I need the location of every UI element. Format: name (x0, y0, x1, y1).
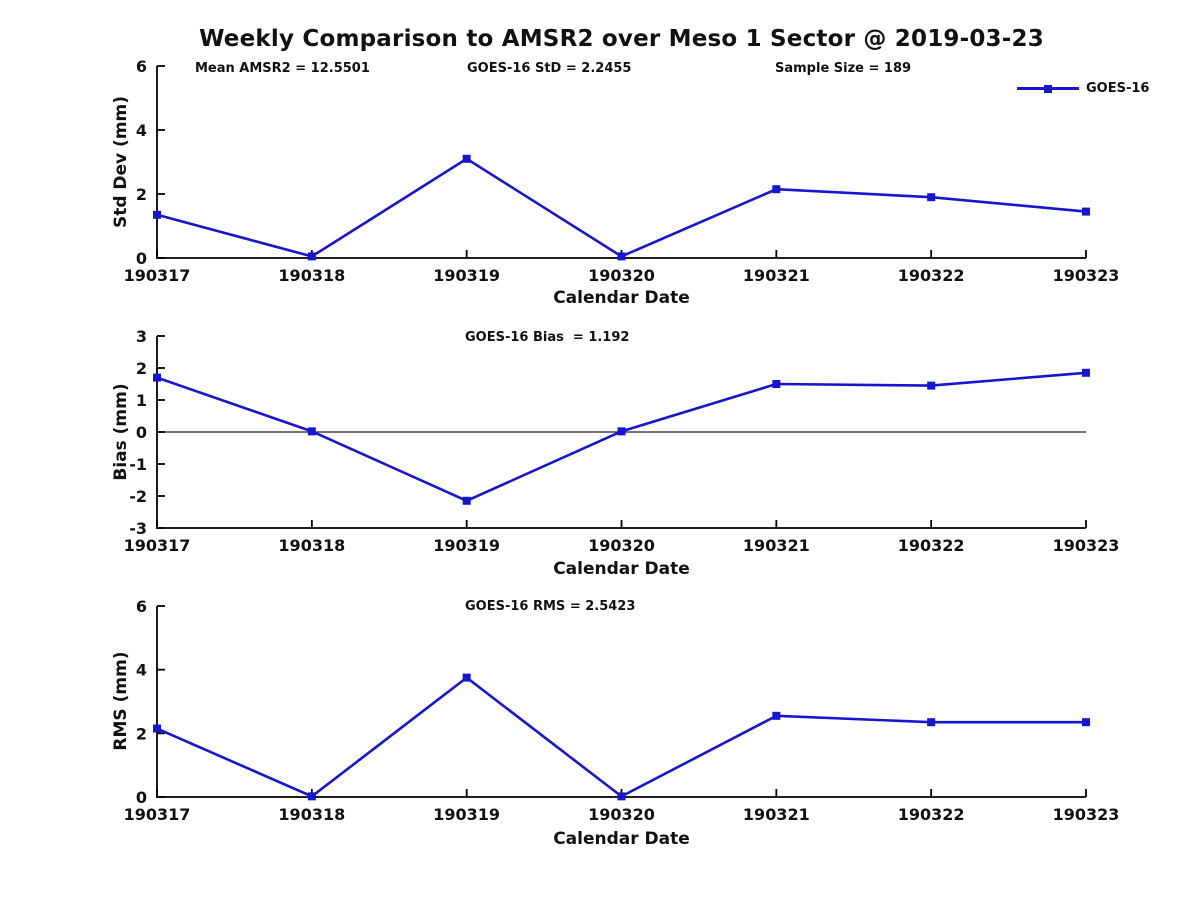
x-tick-label: 190319 (433, 266, 500, 285)
x-tick-label: 190319 (433, 805, 500, 824)
data-point-marker (772, 185, 781, 194)
x-tick-label: 190318 (278, 536, 345, 555)
x-tick-label: 190321 (743, 536, 810, 555)
legend-line-sample (1017, 84, 1079, 93)
y-tick-label: 6 (136, 57, 147, 76)
x-tick-label: 190321 (743, 805, 810, 824)
x-tick-label: 190320 (588, 266, 655, 285)
x-tick-label: 190317 (124, 805, 191, 824)
xlabel-bias: Calendar Date (553, 559, 690, 579)
annotation-goes16-rms: GOES-16 RMS = 2.5423 (465, 599, 636, 614)
data-point-marker (1082, 368, 1090, 377)
data-point-marker (153, 373, 161, 382)
axis-spines-rms (156, 606, 1086, 798)
data-point-marker (307, 427, 316, 436)
series-line-rms (156, 675, 1086, 798)
x-tick-label: 190321 (743, 266, 810, 285)
x-tick-label: 190318 (278, 266, 345, 285)
y-tick-label: 0 (136, 423, 147, 442)
y-tick-label: 1 (136, 391, 147, 410)
x-tick-label: 190320 (588, 536, 655, 555)
data-point-marker (1082, 718, 1090, 727)
x-tick-label: 190320 (588, 805, 655, 824)
x-tick-label: 190317 (124, 266, 191, 285)
y-tick-label: 4 (136, 661, 147, 680)
x-tick-label: 190323 (1053, 536, 1120, 555)
y-tick-label: 2 (136, 185, 147, 204)
annotation-goes16-std: GOES-16 StD = 2.2455 (467, 61, 632, 76)
y-tick-label: 4 (136, 121, 147, 140)
annotation-goes16-bias: GOES-16 Bias = 1.192 (465, 330, 630, 345)
data-point-marker (927, 718, 936, 727)
x-tick-label: 190323 (1053, 266, 1120, 285)
data-point-marker (307, 792, 316, 801)
series-line-stddev (156, 157, 1087, 258)
page-title: Weekly Comparison to AMSR2 over Meso 1 S… (199, 26, 1044, 52)
data-point-marker (462, 673, 471, 682)
y-tick-label: 6 (136, 597, 147, 616)
axis-spines-stddev (156, 66, 1086, 259)
ylabel-std-dev: Std Dev (mm) (111, 95, 131, 229)
legend-label: GOES-16 (1086, 81, 1150, 96)
xlabel-std-dev: Calendar Date (553, 288, 690, 308)
y-tick-label: 0 (136, 788, 147, 807)
x-tick-label: 190319 (433, 536, 500, 555)
data-point-marker (772, 711, 781, 720)
data-point-marker (772, 380, 781, 388)
ylabel-rms: RMS (mm) (111, 651, 131, 751)
data-point-marker (307, 252, 316, 261)
legend-square-marker-icon (1044, 84, 1052, 93)
annotation-sample-size: Sample Size = 189 (775, 61, 912, 76)
ylabel-bias: Bias (mm) (111, 383, 131, 481)
data-point-marker (153, 210, 161, 219)
annotation-mean-amsr2: Mean AMSR2 = 12.5501 (195, 61, 370, 76)
y-tick-label: 0 (136, 249, 147, 268)
y-tick-label: -2 (129, 487, 147, 506)
x-tick-label: 190318 (278, 805, 345, 824)
data-point-marker (153, 724, 161, 733)
data-point-marker (462, 154, 471, 163)
x-tick-label: 190323 (1053, 805, 1120, 824)
x-tick-label: 190322 (898, 536, 965, 555)
y-tick-label: -1 (129, 455, 147, 474)
legend: GOES-16 (1017, 81, 1149, 96)
data-point-marker (617, 792, 626, 801)
x-tick-label: 190322 (898, 266, 965, 285)
data-point-marker (617, 252, 626, 261)
y-tick-label: 3 (136, 327, 147, 346)
data-point-marker (927, 381, 936, 390)
y-tick-label: 2 (136, 724, 147, 743)
y-tick-label: 2 (136, 359, 147, 378)
data-point-marker (462, 496, 471, 505)
data-point-marker (1082, 207, 1090, 216)
data-point-marker (617, 427, 626, 436)
data-point-marker (927, 193, 936, 202)
y-tick-label: -3 (129, 519, 147, 538)
xlabel-rms: Calendar Date (553, 829, 690, 849)
x-tick-label: 190322 (898, 805, 965, 824)
series-line-bias (156, 371, 1087, 503)
x-tick-label: 190317 (124, 536, 191, 555)
